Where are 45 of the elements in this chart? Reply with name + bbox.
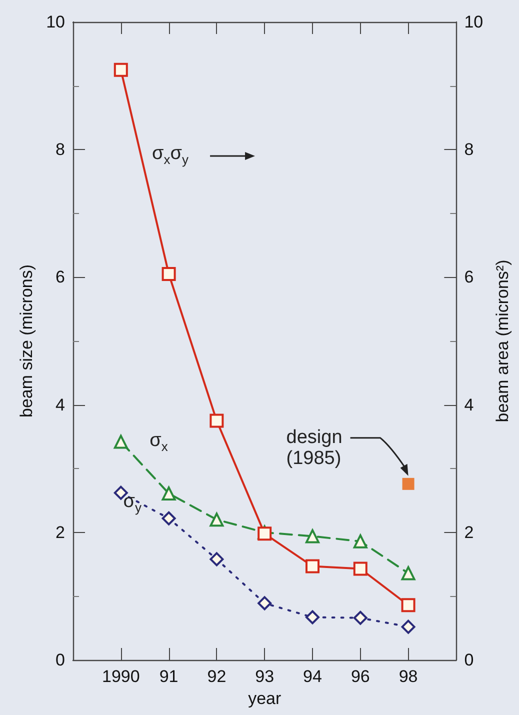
- x-tick-label: 92: [207, 667, 226, 686]
- y-tick-label: 8: [56, 140, 65, 160]
- point: [401, 566, 416, 580]
- point: [210, 552, 224, 566]
- point: [162, 511, 176, 526]
- point: [114, 62, 128, 77]
- point: [305, 610, 320, 624]
- x-tick-label: 93: [255, 667, 274, 686]
- x-tick-label: 98: [398, 667, 418, 686]
- point: [210, 512, 224, 527]
- point: [401, 598, 416, 612]
- y-tick-label: 0: [56, 650, 65, 670]
- point: [258, 526, 272, 541]
- series-label: σ$_{x}$: [150, 430, 168, 454]
- point: [353, 610, 368, 625]
- x-tick-label: 94: [303, 667, 322, 686]
- point: [305, 529, 320, 544]
- point: [162, 486, 176, 500]
- point: [210, 414, 224, 428]
- y-tick-label: 4: [56, 395, 65, 414]
- point: [114, 434, 128, 449]
- y2-tick-label: 0: [464, 650, 474, 670]
- y2-tick-label: 6: [464, 268, 474, 287]
- point: [162, 267, 176, 282]
- y-tick-label: 2: [56, 522, 65, 542]
- y-tick-label: 6: [56, 268, 65, 287]
- point: [401, 620, 416, 634]
- x-tick-label: 1990: [102, 667, 140, 686]
- y-axis-title: beam size (microns): [17, 264, 36, 418]
- y-tick-label: 10: [46, 12, 65, 32]
- y2-tick-label: 10: [464, 12, 484, 32]
- point: [305, 559, 320, 574]
- x-tick-label: 96: [350, 667, 370, 686]
- series-label: σ$_{y}$: [123, 490, 142, 515]
- y2-tick-label: 2: [464, 522, 474, 542]
- series-label: σ$_{x}$σ$_{y}$: [152, 142, 188, 168]
- point: [258, 596, 272, 610]
- point: [353, 562, 368, 576]
- annotation: design (1985): [286, 426, 344, 470]
- y2-tick-label: 4: [464, 395, 474, 414]
- y2-tick-label: 8: [464, 140, 474, 160]
- x-tick-label: 91: [159, 667, 178, 686]
- point: [353, 534, 368, 548]
- x-axis-title: year: [248, 688, 282, 708]
- y2-axis-title: beam area (microns²): [493, 260, 512, 422]
